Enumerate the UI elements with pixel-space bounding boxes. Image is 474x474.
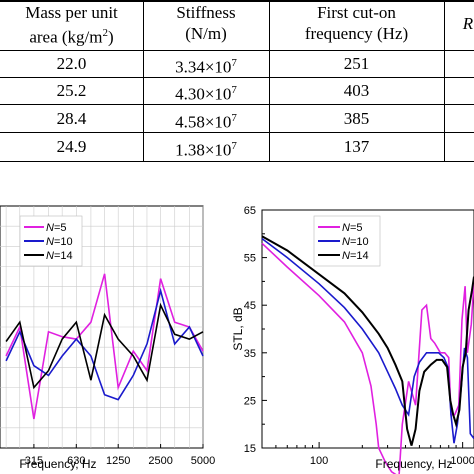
header-stiffness: Stiffness (N/m) xyxy=(176,3,236,43)
row-mass: 24.9 xyxy=(56,137,87,156)
series-line xyxy=(5,273,204,420)
x-tick-label: 5000 xyxy=(191,455,215,467)
row-mass: 28.4 xyxy=(56,109,87,128)
x-tick-label: 315 xyxy=(25,455,43,467)
header-r: R xyxy=(462,14,474,33)
x-axis-label: Frequency, Hz xyxy=(19,457,96,471)
series-line xyxy=(261,235,474,446)
y-tick-label: 55 xyxy=(244,253,256,265)
header-mass-line2: area (kg/m2) xyxy=(29,27,114,47)
row-frequency: 137 xyxy=(343,137,370,156)
row-frequency: 251 xyxy=(343,54,370,73)
legend-label: N=14 xyxy=(342,250,369,262)
row-stiffness: 1.38×107 xyxy=(175,140,237,160)
legend-label: N=10 xyxy=(342,236,369,248)
table-col-divider xyxy=(143,0,144,162)
row-stiffness: 4.58×107 xyxy=(175,112,237,132)
y-axis-label: STL, dB xyxy=(231,307,245,350)
series-line xyxy=(5,302,204,390)
x-axis-label: Frequency, Hz xyxy=(375,457,452,471)
x-tick-label: 100 xyxy=(310,455,328,467)
header-mass: Mass per unit area (kg/m2) xyxy=(0,2,143,48)
table-row-rule xyxy=(0,77,474,78)
row-stiffness: 4.30×107 xyxy=(175,84,237,104)
table-row-rule xyxy=(0,132,474,133)
table-col-divider xyxy=(269,0,270,162)
row-frequency: 385 xyxy=(343,109,370,128)
legend-label: N=10 xyxy=(46,236,73,248)
table-col-divider xyxy=(444,0,445,162)
x-tick-label: 630 xyxy=(67,455,85,467)
row-mass: 22.0 xyxy=(56,54,87,73)
table-bottom-rule xyxy=(0,161,474,162)
x-tick-label: 2500 xyxy=(148,455,172,467)
row-mass: 25.2 xyxy=(56,81,87,100)
y-tick-label: 35 xyxy=(244,348,256,360)
table-header-rule xyxy=(0,50,474,51)
table-top-rule xyxy=(0,0,474,2)
legend: N=5 N=10 N=14 xyxy=(313,215,381,267)
legend-label: N=14 xyxy=(46,250,73,262)
x-tick-label: 1000 xyxy=(450,455,474,467)
y-tick-label: 45 xyxy=(244,300,256,312)
legend: N=5 N=10 N=14 xyxy=(19,215,83,267)
series-line xyxy=(261,242,474,474)
data-table: Mass per unit area (kg/m2) Stiffness (N/… xyxy=(0,0,474,165)
row-stiffness: 3.34×107 xyxy=(175,57,237,77)
y-tick-label: 65 xyxy=(244,205,256,217)
x-tick-label: 1250 xyxy=(106,455,130,467)
legend-label: N=5 xyxy=(46,222,67,234)
legend-label: N=5 xyxy=(342,222,363,234)
y-tick-label: 15 xyxy=(244,443,256,455)
table-row-rule xyxy=(0,104,474,105)
row-frequency: 403 xyxy=(343,81,370,100)
y-tick-label: 25 xyxy=(244,395,256,407)
header-mass-line1: Mass per unit xyxy=(25,3,118,22)
right-chart: 15 25 35 45 55 65 100 1000 STL, dB Frequency, Hz N… xyxy=(231,205,474,474)
header-frequency: First cut-on frequency (Hz) xyxy=(304,3,409,43)
